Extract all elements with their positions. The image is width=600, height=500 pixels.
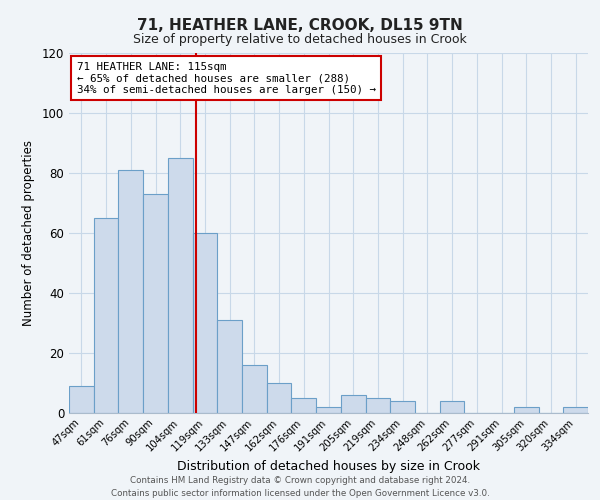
Bar	[514, 406, 539, 412]
Bar	[94, 218, 118, 412]
Bar	[193, 232, 217, 412]
Bar	[563, 406, 588, 412]
Bar	[316, 406, 341, 412]
Text: 71 HEATHER LANE: 115sqm
← 65% of detached houses are smaller (288)
34% of semi-d: 71 HEATHER LANE: 115sqm ← 65% of detache…	[77, 62, 376, 94]
Y-axis label: Number of detached properties: Number of detached properties	[22, 140, 35, 326]
Bar	[242, 364, 267, 412]
Text: Contains HM Land Registry data © Crown copyright and database right 2024.
Contai: Contains HM Land Registry data © Crown c…	[110, 476, 490, 498]
Text: Size of property relative to detached houses in Crook: Size of property relative to detached ho…	[133, 32, 467, 46]
Bar	[143, 194, 168, 412]
Bar	[217, 320, 242, 412]
Bar	[69, 386, 94, 412]
Bar	[341, 394, 365, 412]
Text: 71, HEATHER LANE, CROOK, DL15 9TN: 71, HEATHER LANE, CROOK, DL15 9TN	[137, 18, 463, 32]
Bar	[168, 158, 193, 412]
X-axis label: Distribution of detached houses by size in Crook: Distribution of detached houses by size …	[177, 460, 480, 473]
Bar	[390, 400, 415, 412]
Bar	[440, 400, 464, 412]
Bar	[365, 398, 390, 412]
Bar	[292, 398, 316, 412]
Bar	[118, 170, 143, 412]
Bar	[267, 382, 292, 412]
